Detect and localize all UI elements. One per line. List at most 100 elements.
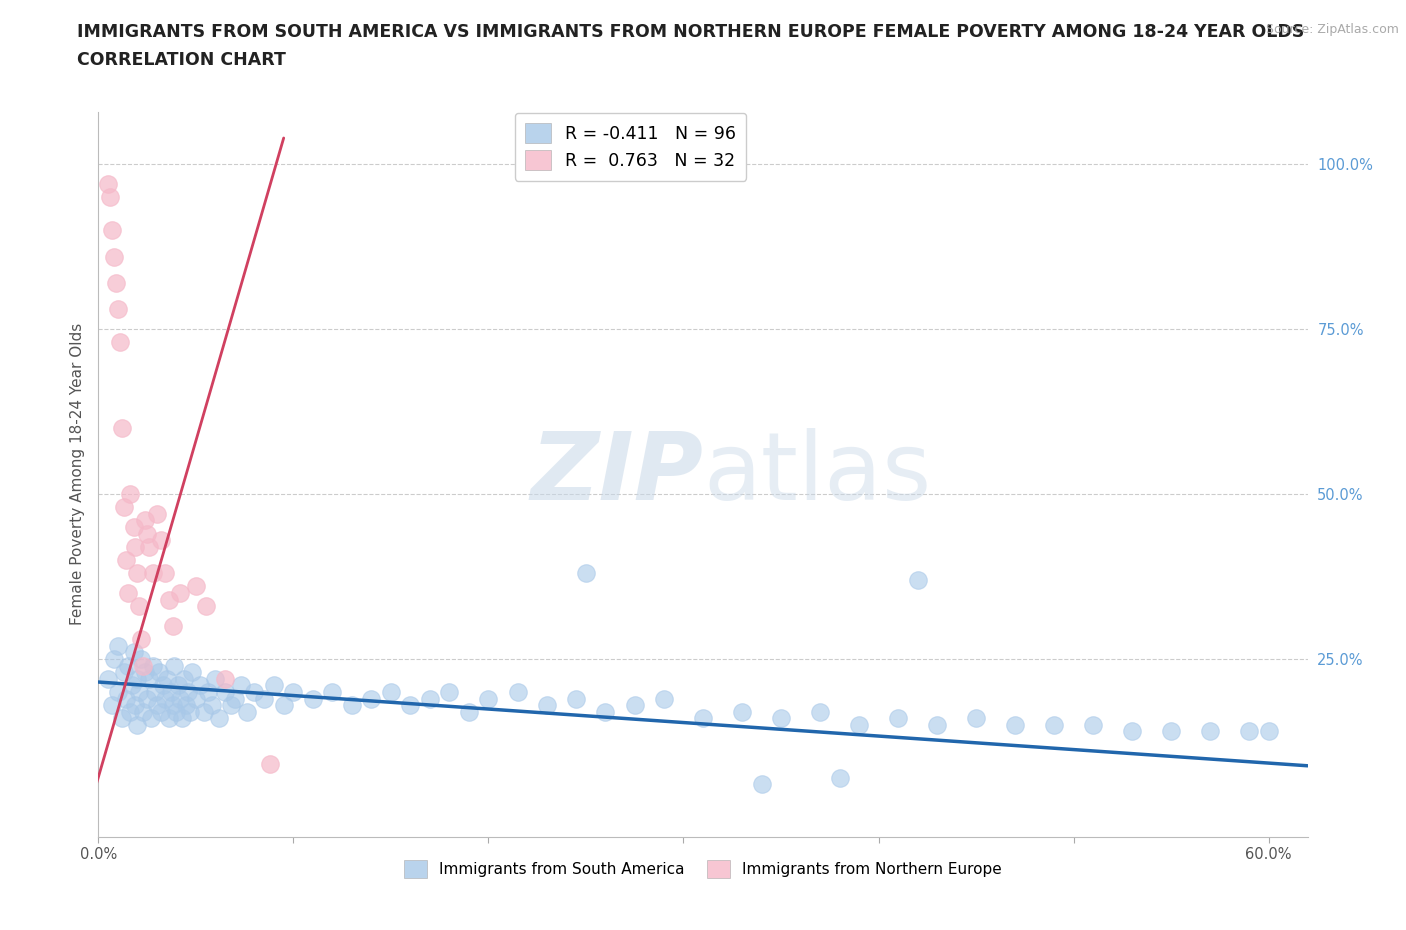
Point [103,249,125,264]
Y-axis label: Female Poverty Among 18-24 Year Olds: Female Poverty Among 18-24 Year Olds [69,324,84,626]
Point [107,638,129,653]
Point [108,335,131,350]
Text: atlas: atlas [703,429,931,520]
Point [122,644,145,659]
Point [808,704,831,719]
Point [118,704,141,719]
Point [122,520,145,535]
Point [128,599,150,614]
Point [174,698,197,712]
Point [623,698,645,712]
Point [184,579,207,594]
Point [97,177,120,192]
Point [1160,724,1182,739]
Text: Source: ZipAtlas.com: Source: ZipAtlas.com [1265,23,1399,36]
Point [1043,717,1066,732]
Point [439,684,461,699]
Point [219,698,242,712]
Point [263,678,285,693]
Point [273,698,295,712]
Point [143,684,166,699]
Point [179,704,201,719]
Point [283,684,305,699]
Point [848,717,870,732]
Point [101,698,124,712]
Point [172,711,194,725]
Text: IMMIGRANTS FROM SOUTH AMERICA VS IMMIGRANTS FROM NORTHERN EUROPE FEMALE POVERTY : IMMIGRANTS FROM SOUTH AMERICA VS IMMIGRA… [77,23,1305,41]
Point [419,691,441,706]
Point [138,539,160,554]
Point [159,684,181,699]
Point [652,691,675,706]
Point [156,671,179,686]
Point [193,704,215,719]
Point [224,691,246,706]
Point [340,698,363,712]
Point [103,652,125,667]
Point [321,684,343,699]
Point [477,691,499,706]
Point [188,678,211,693]
Point [965,711,987,725]
Point [132,704,155,719]
Point [204,671,226,686]
Point [1257,724,1279,739]
Point [208,711,231,725]
Point [243,684,266,699]
Point [111,420,134,435]
Point [1199,724,1222,739]
Point [117,586,139,601]
Point [828,770,851,785]
Point [139,711,162,725]
Point [1121,724,1143,739]
Point [131,652,153,667]
Point [107,302,129,317]
Point [751,777,773,791]
Point [97,671,120,686]
Point [142,658,165,673]
Point [229,678,252,693]
Point [148,665,170,680]
Point [152,678,174,693]
Point [1004,717,1026,732]
Point [458,704,481,719]
Point [107,684,129,699]
Point [157,711,180,725]
Point [565,691,588,706]
Point [142,565,165,580]
Point [731,704,754,719]
Point [259,757,281,772]
Point [162,618,184,633]
Point [169,586,191,601]
Point [104,275,127,290]
Point [153,565,176,580]
Point [595,704,617,719]
Point [98,190,121,205]
Point [162,698,184,712]
Point [101,223,124,238]
Point [184,691,207,706]
Point [136,526,159,541]
Point [253,691,276,706]
Point [111,711,134,725]
Point [173,671,195,686]
Point [399,698,422,712]
Point [907,572,929,587]
Point [112,499,135,514]
Point [575,565,598,580]
Point [127,565,149,580]
Point [769,711,792,725]
Point [114,552,136,567]
Point [134,513,156,528]
Point [149,533,172,548]
Point [194,599,217,614]
Point [181,665,204,680]
Point [132,658,155,673]
Point [177,684,200,699]
Point [214,684,236,699]
Point [121,678,143,693]
Point [124,539,146,554]
Point [124,698,146,712]
Point [165,704,187,719]
Point [163,658,186,673]
